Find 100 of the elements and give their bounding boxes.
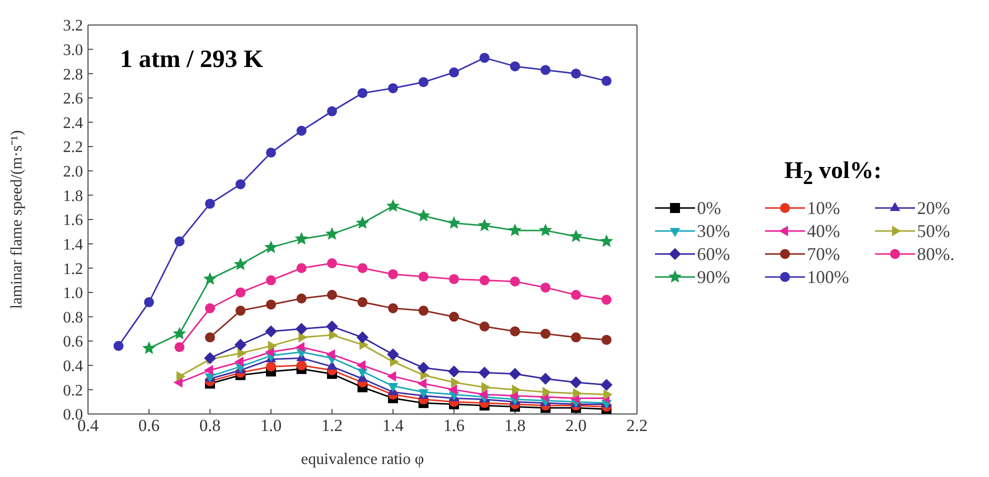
x-tick-label: 1.2 xyxy=(321,416,343,436)
point xyxy=(234,356,244,367)
point xyxy=(510,276,520,286)
x-tick-label: 1.6 xyxy=(443,416,465,436)
y-tick-label: 1.8 xyxy=(63,188,83,205)
point xyxy=(358,263,368,274)
point xyxy=(478,218,492,232)
y-tick-label: 0.4 xyxy=(63,358,83,376)
point xyxy=(326,320,338,332)
point xyxy=(449,274,459,284)
point xyxy=(234,338,246,351)
point xyxy=(480,52,490,63)
point xyxy=(327,106,337,116)
point xyxy=(478,366,490,379)
legend-label: 100% xyxy=(807,266,849,288)
point xyxy=(388,269,398,280)
point xyxy=(418,362,430,374)
point xyxy=(296,294,306,304)
y-tick-label: 1.6 xyxy=(63,212,83,230)
x-tick-label: 0.6 xyxy=(138,416,160,436)
point xyxy=(540,282,550,293)
point xyxy=(386,199,400,212)
point xyxy=(569,230,583,242)
point xyxy=(418,272,428,282)
point xyxy=(203,272,217,285)
point xyxy=(418,77,428,88)
point xyxy=(449,312,459,322)
y-tick-label: 1.2 xyxy=(63,260,83,278)
point xyxy=(266,362,276,372)
y-tick-label: 2.6 xyxy=(63,90,83,108)
point xyxy=(294,232,308,245)
y-tick-label: 0.8 xyxy=(63,309,83,326)
point xyxy=(509,368,521,380)
point xyxy=(602,334,612,345)
point xyxy=(510,61,520,72)
point xyxy=(205,198,215,209)
point xyxy=(296,342,304,352)
y-tick-label: 3.2 xyxy=(63,18,83,35)
point xyxy=(387,348,399,360)
y-tick-label: 0.2 xyxy=(63,382,83,400)
point xyxy=(358,297,368,308)
point xyxy=(264,240,278,254)
point xyxy=(570,376,582,388)
point xyxy=(236,306,246,316)
legend-label: 60% xyxy=(697,244,730,265)
point xyxy=(358,88,368,98)
point xyxy=(172,326,186,340)
point xyxy=(602,76,612,86)
point xyxy=(296,322,308,335)
point xyxy=(327,258,337,268)
point xyxy=(510,326,520,336)
point xyxy=(571,332,581,342)
x-tick-label: 1.0 xyxy=(260,416,282,436)
legend-title: H$_{2}$ vol%: xyxy=(784,158,882,189)
y-axis-title: laminar flame speed/(m·s⁻¹) xyxy=(8,130,26,309)
point xyxy=(296,263,306,274)
point xyxy=(266,148,276,158)
point xyxy=(480,321,490,332)
point xyxy=(266,300,276,310)
y-tick-label: 2.8 xyxy=(63,66,83,84)
point xyxy=(356,216,370,229)
point xyxy=(538,223,552,236)
legend-label: 30% xyxy=(697,220,730,242)
point xyxy=(174,236,184,246)
point xyxy=(388,303,398,314)
point xyxy=(448,384,457,395)
point xyxy=(356,331,368,344)
point xyxy=(266,275,276,286)
point xyxy=(600,234,614,248)
point xyxy=(204,365,213,376)
point xyxy=(448,365,460,378)
annotation: 1 atm / 293 K xyxy=(120,46,264,74)
point xyxy=(327,290,337,300)
legend-label: 50% xyxy=(917,220,950,242)
point xyxy=(236,179,246,190)
point xyxy=(236,287,246,298)
point xyxy=(508,223,522,236)
legend-label: 70% xyxy=(807,244,840,265)
x-tick-label: 0.8 xyxy=(199,416,221,436)
x-tick-label: 1.4 xyxy=(382,416,404,436)
point xyxy=(114,340,124,351)
legend-label: 20% xyxy=(917,198,950,219)
y-tick-label: 1.4 xyxy=(63,236,83,254)
y-tick-label: 3.0 xyxy=(63,42,83,59)
point xyxy=(205,332,215,342)
point xyxy=(142,341,156,354)
point xyxy=(174,342,184,352)
point xyxy=(602,294,612,305)
point xyxy=(418,378,426,389)
point xyxy=(480,275,490,286)
y-tick-label: 2.2 xyxy=(63,139,83,156)
legend-label: 10% xyxy=(807,198,840,219)
point xyxy=(144,297,154,308)
legend-label: 80%. xyxy=(917,244,954,265)
point xyxy=(325,227,339,240)
y-tick-label: 2.0 xyxy=(63,164,83,181)
point xyxy=(326,349,335,360)
x-axis-title: equivalence ratio φ xyxy=(301,451,424,468)
point xyxy=(418,306,428,316)
point xyxy=(449,67,459,78)
